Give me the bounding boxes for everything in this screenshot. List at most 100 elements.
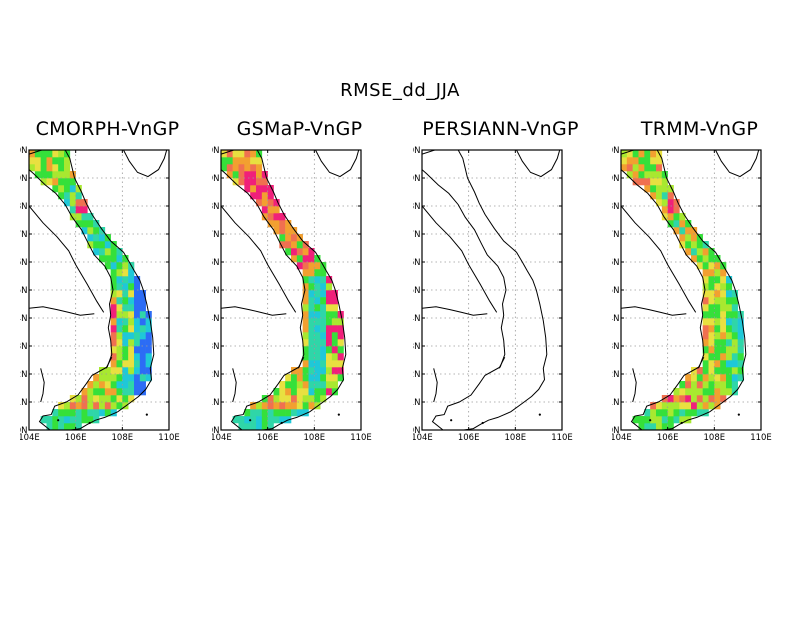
grid-cell bbox=[679, 220, 686, 228]
grid-cell bbox=[110, 409, 117, 417]
grid-cell bbox=[326, 346, 333, 354]
grid-cell bbox=[110, 374, 117, 382]
grid-cell bbox=[139, 339, 146, 347]
grid-cell bbox=[726, 283, 733, 291]
grid-cell bbox=[110, 381, 117, 389]
grid-cell bbox=[702, 262, 709, 270]
grid-cell bbox=[104, 381, 111, 389]
grid-cell bbox=[134, 332, 141, 340]
grid-cell bbox=[134, 311, 141, 319]
grid-cell bbox=[714, 304, 721, 312]
grid-cell bbox=[702, 248, 709, 256]
grid-cell bbox=[110, 360, 117, 368]
grid-cell bbox=[273, 213, 280, 221]
grid-cell bbox=[226, 157, 233, 165]
grid-cell bbox=[320, 339, 327, 347]
grid-cell bbox=[656, 416, 663, 424]
vietnam-coastline bbox=[29, 150, 155, 430]
lat-tick-label: 12N bbox=[612, 370, 620, 380]
grid-cell bbox=[326, 318, 333, 326]
grid-cell bbox=[291, 388, 298, 396]
grid-cell bbox=[702, 241, 709, 249]
grid-cell bbox=[314, 360, 321, 368]
grid-cell bbox=[279, 388, 286, 396]
grid-cell bbox=[720, 318, 727, 326]
grid-cell bbox=[702, 332, 709, 340]
lat-tick-label: 18N bbox=[212, 202, 220, 212]
grid-cell bbox=[326, 367, 333, 375]
grid-cell bbox=[314, 311, 321, 319]
map-persiann: 10N 11N 12N 13N 14N 15N 16N 17N 18N 19N 20N 104E 106… bbox=[413, 146, 573, 443]
border-line bbox=[105, 356, 113, 369]
grid-cell bbox=[250, 157, 257, 165]
grid-cell bbox=[110, 283, 117, 291]
grid-cell bbox=[308, 395, 315, 403]
grid-cell bbox=[110, 339, 117, 347]
grid-cell bbox=[296, 409, 303, 417]
grid-cell bbox=[679, 234, 686, 242]
grid-cell bbox=[87, 234, 94, 242]
grid-cell bbox=[52, 157, 59, 165]
grid-cell bbox=[110, 318, 117, 326]
grid-cell bbox=[679, 395, 686, 403]
grid-cell bbox=[110, 248, 117, 256]
grid-cell bbox=[116, 255, 123, 263]
grid-cell bbox=[46, 164, 53, 172]
grid-cell bbox=[244, 185, 251, 193]
grid-cell bbox=[69, 199, 76, 207]
grid-cell bbox=[81, 409, 88, 417]
grid-cell bbox=[267, 192, 274, 200]
grid-cell bbox=[331, 325, 338, 333]
lon-tick-label: 104E bbox=[212, 433, 232, 443]
lat-tick-label: 12N bbox=[413, 370, 421, 380]
grid-cell bbox=[256, 192, 263, 200]
grid-cell bbox=[708, 388, 715, 396]
grid-cell bbox=[122, 339, 129, 347]
lon-tick-label: 108E bbox=[112, 433, 134, 443]
grid-cell bbox=[720, 395, 727, 403]
grid-cell bbox=[714, 332, 721, 340]
grid-cell bbox=[93, 381, 100, 389]
grid-cell bbox=[116, 374, 123, 382]
grid-cell bbox=[285, 374, 292, 382]
lat-tick-label: 19N bbox=[413, 174, 421, 184]
grid-cell bbox=[58, 402, 65, 410]
grid-cell bbox=[139, 374, 146, 382]
grid-cell bbox=[702, 367, 709, 375]
border-line bbox=[221, 205, 297, 313]
grid-cell bbox=[661, 171, 668, 179]
grid-cell bbox=[250, 416, 257, 424]
grid-cell bbox=[632, 164, 639, 172]
grid-cell bbox=[331, 374, 338, 382]
grid-cell bbox=[261, 192, 268, 200]
lat-tick-label: 15N bbox=[20, 286, 28, 296]
grid-cell bbox=[708, 381, 715, 389]
grid-cell bbox=[81, 395, 88, 403]
grid-cell bbox=[122, 318, 129, 326]
lat-tick-label: 17N bbox=[212, 230, 220, 240]
grid-cell bbox=[122, 332, 129, 340]
grid-cell bbox=[308, 360, 315, 368]
grid-lines bbox=[422, 150, 562, 430]
grid-cell bbox=[250, 192, 257, 200]
grid-cell bbox=[302, 367, 309, 375]
grid-cell bbox=[702, 290, 709, 298]
grid-cell bbox=[87, 395, 94, 403]
grid-cell bbox=[308, 353, 315, 361]
lon-tick-label: 108E bbox=[304, 433, 326, 443]
grid-cell bbox=[75, 220, 82, 228]
grid-cell bbox=[673, 409, 680, 417]
grid-cell bbox=[302, 409, 309, 417]
lon-tick-label: 106E bbox=[458, 433, 480, 443]
grid-cell bbox=[69, 206, 76, 214]
grid-cell bbox=[75, 409, 82, 417]
grid-cell bbox=[650, 423, 657, 430]
grid-cell bbox=[667, 423, 674, 430]
grid-cell bbox=[145, 367, 152, 375]
grid-cell bbox=[685, 402, 692, 410]
grid-cell bbox=[128, 311, 135, 319]
grid-cell bbox=[661, 178, 668, 186]
grid-cell bbox=[250, 171, 257, 179]
grid-cell bbox=[720, 304, 727, 312]
grid-cell bbox=[69, 185, 76, 193]
